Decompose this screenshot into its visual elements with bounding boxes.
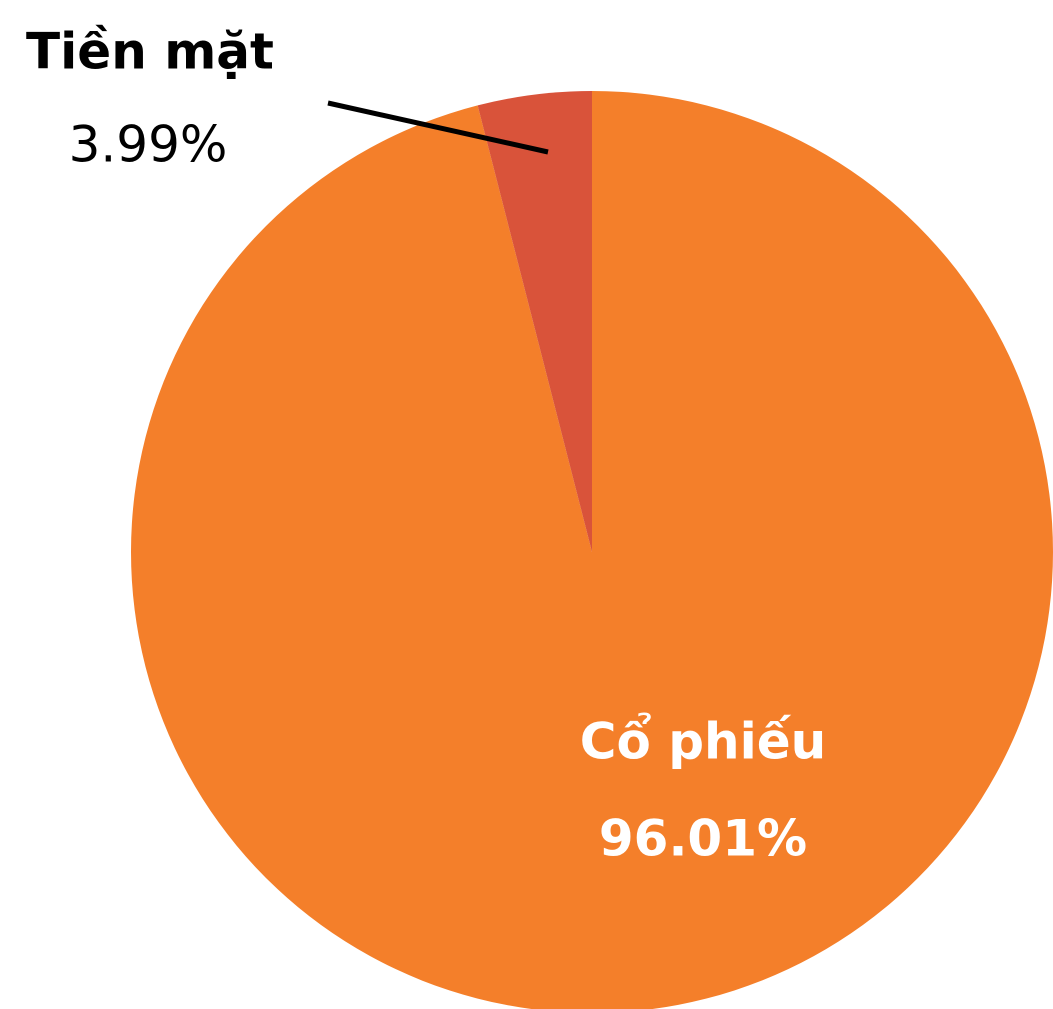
slices [131,91,1053,1009]
value-label: 3.99% [69,116,228,174]
slice-label: Tiền mặt [26,23,274,81]
pie-slice [131,91,1053,1009]
leader-line [327,100,549,155]
slice-label: Cổ phiếu [580,713,826,771]
value-label: 96.01% [599,810,807,868]
pie-slice [477,91,592,552]
